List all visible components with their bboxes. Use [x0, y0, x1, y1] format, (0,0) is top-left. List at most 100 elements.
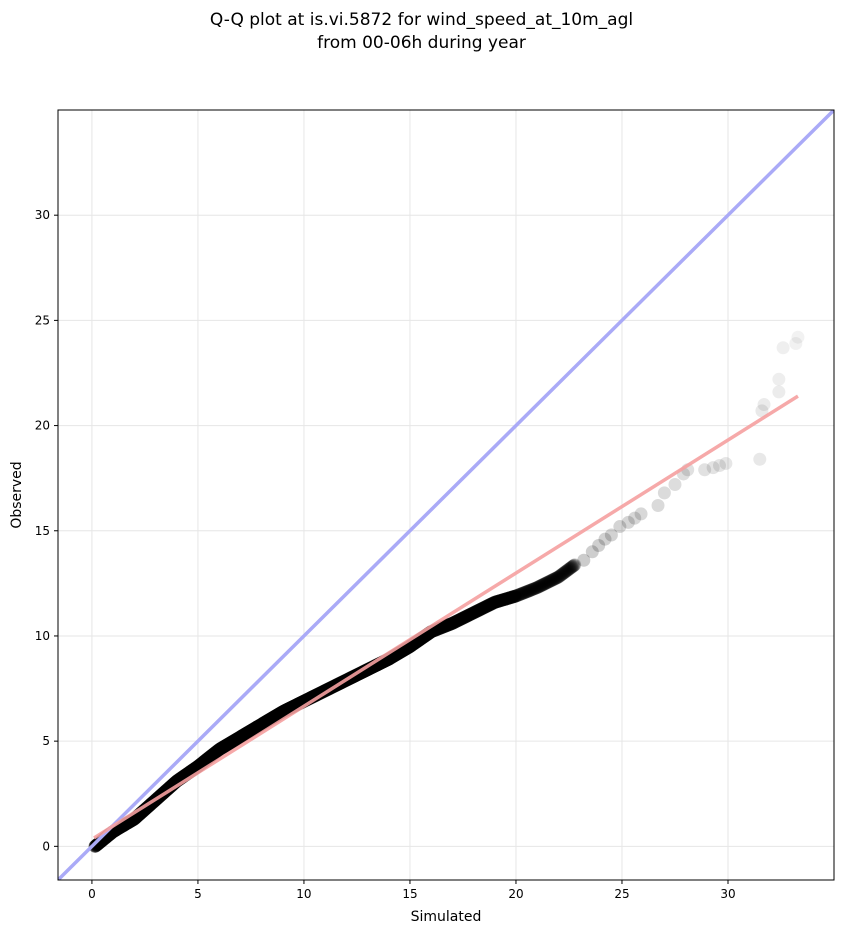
- quantile-point: [509, 589, 523, 603]
- quantile-point: [488, 595, 502, 609]
- quantile-point: [477, 601, 491, 615]
- quantile-point: [517, 586, 531, 600]
- quantile-point: [522, 584, 536, 598]
- quantile-point: [462, 608, 476, 622]
- quantile-point: [561, 563, 575, 577]
- quantile-point: [497, 593, 511, 607]
- quantile-point: [481, 599, 495, 613]
- quantile-point: [514, 587, 528, 601]
- quantile-point: [433, 621, 447, 635]
- quantile-point: [706, 461, 720, 475]
- quantile-point: [500, 592, 514, 606]
- quantile-point: [473, 603, 487, 617]
- quantile-point: [755, 404, 769, 418]
- quantile-point: [604, 528, 618, 542]
- quantile-point: [556, 566, 570, 580]
- quantile-point: [495, 593, 509, 607]
- quantile-point: [554, 568, 568, 582]
- quantile-point: [468, 605, 482, 619]
- quantile-point: [434, 621, 448, 635]
- quantile-point: [565, 560, 579, 574]
- quantile-point: [553, 569, 567, 583]
- quantile-point: [560, 564, 574, 578]
- quantile-point: [555, 567, 569, 581]
- quantile-point: [518, 585, 532, 599]
- quantile-point: [503, 591, 517, 605]
- quantile-point: [510, 589, 524, 603]
- quantile-point: [467, 605, 481, 619]
- quantile-point: [489, 595, 503, 609]
- quantile-point: [437, 620, 451, 634]
- quantile-point: [491, 594, 505, 608]
- quantile-point: [531, 580, 545, 594]
- quantile-point: [494, 593, 508, 607]
- quantile-point: [529, 581, 543, 595]
- y-tick-label: 30: [35, 208, 50, 222]
- quantile-point: [463, 608, 477, 622]
- plot-frame: [57, 109, 835, 881]
- quantile-point: [535, 578, 549, 592]
- quantile-point: [503, 591, 517, 605]
- quantile-point: [472, 603, 486, 617]
- quantile-point: [550, 571, 564, 585]
- quantile-point: [531, 580, 545, 594]
- quantile-point: [515, 587, 529, 601]
- quantile-point: [435, 621, 449, 635]
- quantile-point: [789, 337, 803, 351]
- x-tick-label: 0: [88, 887, 96, 901]
- quantile-point: [441, 618, 455, 632]
- quantile-point: [464, 607, 478, 621]
- quantile-point: [563, 561, 577, 575]
- quantile-point: [482, 598, 496, 612]
- quantile-point: [548, 572, 562, 586]
- quantile-point: [545, 573, 559, 587]
- quantile-point: [567, 558, 581, 572]
- quantile-point: [634, 507, 648, 521]
- quantile-point: [546, 573, 560, 587]
- quantile-point: [791, 330, 805, 344]
- quantile-point: [449, 615, 463, 629]
- quantile-point: [547, 572, 561, 586]
- quantile-point: [552, 569, 566, 583]
- x-tick-label: 30: [720, 887, 735, 901]
- quantile-point: [456, 611, 470, 625]
- quantile-point: [538, 577, 552, 591]
- quantile-point: [505, 590, 519, 604]
- quantile-point: [484, 597, 498, 611]
- quantile-point: [559, 564, 573, 578]
- quantile-point: [468, 605, 482, 619]
- quantile-point: [480, 599, 494, 613]
- quantile-point: [566, 559, 580, 573]
- quantile-point: [458, 610, 472, 624]
- x-tick-label: 5: [194, 887, 202, 901]
- quantile-point: [525, 583, 539, 597]
- quantile-point: [520, 585, 534, 599]
- quantile-point: [539, 576, 553, 590]
- chart-title: Q-Q plot at is.vi.5872 for wind_speed_at…: [210, 10, 633, 30]
- quantile-point: [439, 619, 453, 633]
- x-tick-label: 15: [402, 887, 417, 901]
- quantile-point: [540, 576, 554, 590]
- x-axis-label: Simulated: [411, 909, 482, 925]
- axis-ticks: 0 5 10 15 20 25 30 0 5 10 15 20 25 30: [35, 208, 736, 901]
- quantile-point: [549, 571, 563, 585]
- quantile-point: [510, 588, 524, 602]
- quantile-point: [628, 511, 642, 525]
- quantile-point: [566, 559, 580, 573]
- quantile-point: [657, 486, 671, 500]
- quantile-point: [498, 592, 512, 606]
- quantile-point: [476, 601, 490, 615]
- quantile-point: [447, 616, 461, 630]
- quantile-point: [512, 588, 526, 602]
- quantile-point: [509, 589, 523, 603]
- quantile-point: [558, 565, 572, 579]
- quantile-point: [461, 609, 475, 623]
- quantile-point: [455, 611, 469, 625]
- quantile-point: [547, 572, 561, 586]
- quantile-point: [444, 617, 458, 631]
- quantile-point: [540, 576, 554, 590]
- quantile-point: [551, 570, 565, 584]
- quantile-point: [753, 452, 767, 466]
- quantile-point: [565, 560, 579, 574]
- quantile-point: [558, 565, 572, 579]
